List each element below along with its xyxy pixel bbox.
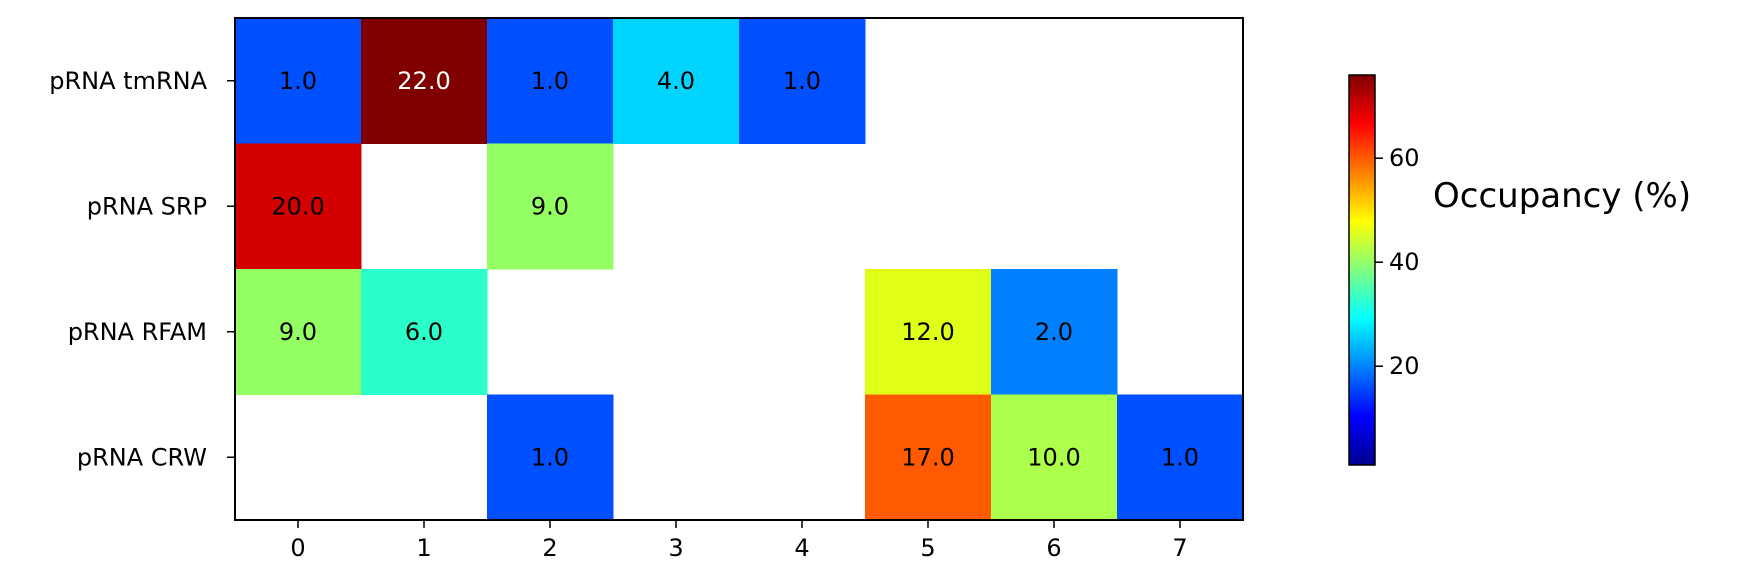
x-tick-label: 1 [416, 534, 431, 562]
plot-frame [234, 17, 1244, 521]
x-tick-label: 0 [290, 534, 305, 562]
heatmap-cell-r0-c4 [739, 18, 866, 144]
x-tick-label: 4 [794, 534, 809, 562]
heatmap-cell-r1-c2 [487, 143, 614, 270]
colorbar-label: Occupancy (%) [1433, 176, 1691, 216]
colorbar: 20 40 60 Occupancy (%) [1348, 74, 1691, 466]
y-tick-label: pRNA SRP [87, 192, 207, 220]
heatmap-cell-r2-c5 [865, 269, 992, 395]
heatmap-cell-r0-c0 [235, 18, 362, 144]
heatmap-cell-r0-c1 [361, 18, 488, 144]
colorbar-frame [1348, 74, 1376, 466]
x-tick-label: 5 [920, 534, 935, 562]
cell-value-label: 4.0 [657, 67, 695, 95]
heatmap-cell-r0-c2 [487, 18, 614, 144]
heatmap-cell-labels: 1.0 22.0 1.0 4.0 1.0 20.0 9.0 9.0 6.0 12.0 2.0 1.0 1… [271, 67, 1199, 472]
cell-value-label: 9.0 [531, 192, 569, 220]
heatmap-cell-r2-c1 [361, 269, 488, 395]
x-tick-label: 3 [668, 534, 683, 562]
heatmap-cell-r2-c6 [991, 269, 1118, 395]
colorbar-ticks: 20 40 60 [1375, 144, 1420, 380]
y-tick-label: pRNA RFAM [68, 318, 207, 346]
heatmap-cell-r3-c5 [865, 394, 992, 521]
x-tick-label: 7 [1172, 534, 1187, 562]
y-tick-label: pRNA CRW [77, 443, 207, 471]
cell-value-label: 1.0 [531, 67, 569, 95]
x-axis: 0 1 2 3 4 5 6 7 [290, 520, 1188, 562]
cell-value-label: 10.0 [1027, 443, 1080, 471]
cell-value-label: 20.0 [271, 192, 324, 220]
heatmap-cell-r3-c2 [487, 394, 614, 521]
cell-value-label: 12.0 [901, 318, 954, 346]
y-tick-label: pRNA tmRNA [49, 67, 207, 95]
colorbar-tick-label: 40 [1389, 248, 1420, 276]
cell-value-label: 9.0 [279, 318, 317, 346]
y-axis: pRNA tmRNA pRNA SRP pRNA RFAM pRNA CRW [49, 67, 235, 471]
heatmap-cell-r3-c6 [991, 394, 1118, 521]
heatmap-cell-r0-c3 [613, 18, 740, 144]
heatmap-cell-r1-c0 [235, 143, 362, 270]
cell-value-label: 1.0 [279, 67, 317, 95]
cell-value-label: 6.0 [405, 318, 443, 346]
heatmap-cells [235, 18, 1244, 521]
cell-value-label: 1.0 [783, 67, 821, 95]
cell-value-label: 22.0 [397, 67, 450, 95]
heatmap-cell-r2-c0 [235, 269, 362, 395]
cell-value-label: 17.0 [901, 443, 954, 471]
heatmap-cell-r3-c7 [1117, 394, 1244, 521]
cell-value-label: 2.0 [1035, 318, 1073, 346]
x-tick-label: 6 [1046, 534, 1061, 562]
colorbar-gradient [1349, 75, 1375, 465]
cell-value-label: 1.0 [1161, 443, 1199, 471]
colorbar-tick-label: 60 [1389, 144, 1420, 172]
x-tick-label: 2 [542, 534, 557, 562]
colorbar-tick-label: 20 [1389, 352, 1420, 380]
cell-value-label: 1.0 [531, 443, 569, 471]
